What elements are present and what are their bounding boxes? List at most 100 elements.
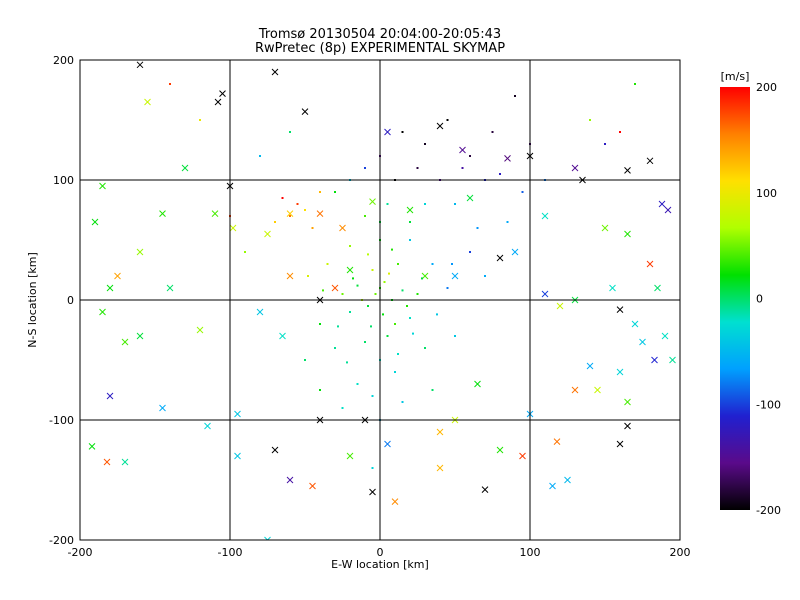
dot-point	[589, 119, 591, 121]
chart-title: Tromsø 20130504 20:04:00-20:05:43	[258, 27, 501, 42]
dot-point	[334, 191, 336, 193]
dot-point	[289, 215, 291, 217]
x-tick-label: 0	[377, 546, 384, 559]
cross-point	[286, 210, 294, 217]
cross-point	[519, 452, 526, 460]
cross-point	[181, 164, 189, 172]
dot-point	[394, 323, 396, 325]
cross-point	[451, 272, 459, 280]
dot-point	[604, 143, 606, 145]
dot-point	[412, 332, 414, 335]
dot-point	[421, 277, 423, 280]
cross-point	[211, 210, 219, 217]
dot-point	[409, 317, 411, 319]
dot-point	[391, 248, 393, 251]
dot-point	[416, 167, 419, 169]
dot-point	[454, 335, 456, 337]
cross-point	[549, 482, 556, 490]
cross-point	[609, 284, 616, 292]
dot-point	[514, 95, 516, 97]
cross-point	[624, 398, 631, 406]
dot-point	[169, 83, 171, 85]
cross-point	[88, 443, 96, 450]
cross-point	[346, 266, 354, 274]
dot-point	[337, 325, 339, 328]
dot-point	[304, 359, 306, 361]
dot-point	[371, 269, 374, 271]
dot-point	[401, 131, 404, 133]
cross-point	[384, 128, 391, 136]
dot-point	[383, 281, 386, 283]
dot-point	[409, 239, 411, 241]
dot-point	[289, 131, 291, 133]
dot-point	[364, 341, 366, 343]
colorbar-tick-label: 100	[756, 187, 777, 200]
dot-point	[367, 305, 369, 307]
cross-point	[631, 320, 639, 328]
dot-point	[356, 383, 359, 385]
y-tick-label: 0	[67, 294, 74, 307]
cross-point	[271, 68, 279, 76]
cross-point	[234, 410, 241, 418]
plot-frame	[79, 59, 681, 541]
dot-point	[352, 277, 354, 280]
cross-point	[136, 332, 144, 340]
dot-point	[406, 305, 408, 307]
dot-point	[307, 275, 309, 277]
dot-point	[506, 221, 509, 223]
dot-point	[319, 323, 321, 325]
cross-point	[466, 194, 474, 202]
cross-point	[594, 386, 601, 394]
cross-point	[586, 362, 594, 370]
dot-point	[382, 313, 384, 316]
cross-point	[339, 224, 346, 232]
dot-point	[349, 245, 351, 247]
cross-point	[654, 284, 661, 292]
cross-point	[616, 368, 624, 376]
cross-point	[391, 498, 399, 505]
dot-point	[386, 335, 389, 337]
cross-point	[309, 482, 316, 490]
dot-point	[386, 203, 389, 205]
dot-point	[199, 119, 201, 121]
dot-point	[424, 143, 426, 145]
cross-point	[114, 272, 121, 280]
x-tick-label: -100	[218, 546, 243, 559]
dot-point	[304, 209, 306, 211]
cross-point	[474, 380, 481, 388]
cross-point	[99, 182, 106, 190]
dot-point	[401, 401, 404, 403]
colorbar	[720, 87, 750, 510]
dot-point	[349, 311, 351, 313]
dot-point	[244, 251, 246, 253]
dot-point	[356, 284, 359, 287]
chart-subtitle: RwPretec (8p) EXPERIMENTAL SKYMAP	[255, 41, 505, 56]
cross-point	[661, 332, 669, 340]
cross-point	[564, 476, 571, 484]
cross-point	[106, 392, 114, 400]
dot-point	[259, 155, 261, 157]
cross-point	[541, 290, 549, 298]
cross-point	[384, 440, 391, 448]
cross-point	[136, 61, 144, 69]
cross-point	[301, 108, 309, 115]
dot-point	[491, 131, 494, 133]
dot-point	[397, 263, 399, 265]
dot-point	[371, 395, 374, 397]
cross-point	[271, 446, 279, 454]
cross-point	[496, 254, 504, 262]
dot-point	[521, 191, 524, 193]
dot-point	[296, 203, 299, 205]
dot-point	[341, 293, 344, 295]
cross-point	[91, 218, 99, 226]
dot-point	[397, 353, 399, 355]
y-tick-label: 100	[53, 174, 74, 187]
dot-point	[274, 221, 276, 223]
x-tick-label: 200	[670, 546, 691, 559]
cross-point	[136, 248, 144, 256]
colorbar-tick-label: -100	[756, 398, 781, 411]
cross-point	[646, 157, 654, 165]
cross-point	[196, 326, 204, 334]
cross-point	[504, 155, 511, 162]
